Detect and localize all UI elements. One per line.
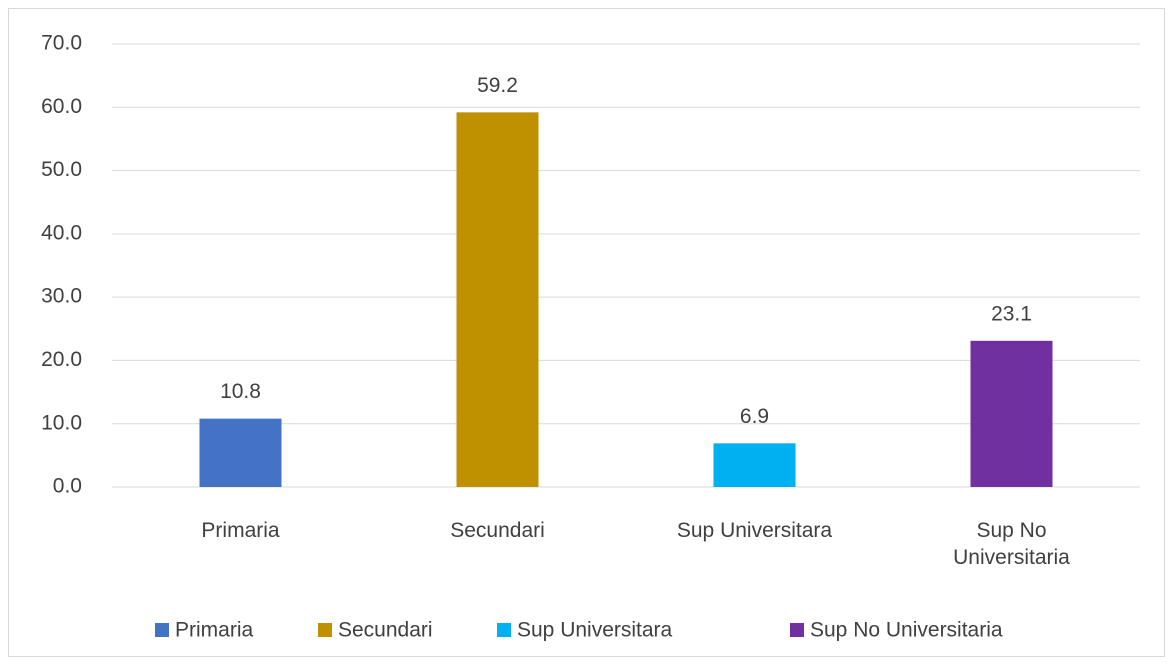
data-label: 6.9	[740, 405, 769, 428]
data-label: 10.8	[220, 380, 261, 403]
x-tick-label: Primaria	[201, 519, 280, 542]
y-tick-label: 50.0	[41, 158, 82, 181]
y-tick-label: 20.0	[41, 348, 82, 371]
data-label: 59.2	[477, 74, 518, 97]
legend-swatch	[497, 623, 511, 637]
y-tick-label: 30.0	[41, 285, 82, 308]
bar	[199, 418, 282, 487]
y-tick-label: 40.0	[41, 221, 82, 244]
legend-label: Sup Universitara	[517, 619, 673, 642]
y-tick-label: 0.0	[53, 475, 82, 498]
x-tick-label: Sup Universitara	[676, 519, 833, 542]
bar	[713, 443, 796, 487]
y-tick-label: 10.0	[41, 411, 82, 434]
legend-swatch	[790, 623, 804, 637]
legend-label: Sup No Universitaria	[810, 619, 1003, 642]
legend-label: Primaria	[175, 619, 253, 642]
x-tick-label: Sup No Universitaria	[953, 519, 1070, 569]
bar	[456, 112, 539, 487]
x-tick-label: Secundari	[450, 519, 545, 542]
y-tick-label: 70.0	[41, 32, 82, 55]
legend-swatch	[318, 623, 332, 637]
chart-border	[8, 8, 1165, 657]
legend-swatch	[155, 623, 169, 637]
bar	[970, 340, 1053, 487]
data-label: 23.1	[991, 302, 1032, 325]
legend-label: Secundari	[338, 619, 433, 642]
y-tick-label: 60.0	[41, 95, 82, 118]
